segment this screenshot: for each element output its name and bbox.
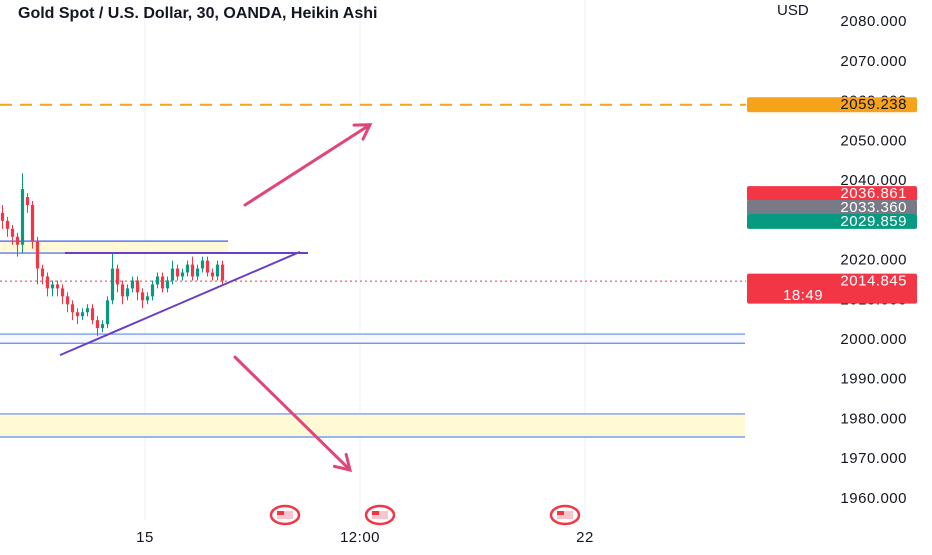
arrow — [243, 123, 373, 207]
candle-body — [205, 260, 210, 273]
candle-body — [115, 268, 120, 285]
candle-body — [130, 280, 135, 289]
price-label-box — [747, 186, 917, 202]
candle-body — [190, 264, 195, 277]
candle-body — [90, 308, 95, 321]
trendline — [59, 250, 301, 357]
candle-body — [10, 228, 15, 237]
zone — [0, 413, 745, 437]
candle-body — [125, 288, 130, 297]
y-tick-label: 2070.000 — [840, 53, 907, 70]
countdown-label: 18:49 — [783, 287, 823, 304]
price-label: 2059.238 — [840, 96, 907, 113]
price-label-box — [747, 213, 917, 229]
candle-body — [150, 284, 155, 297]
candle-body — [0, 212, 5, 221]
zone — [0, 241, 228, 254]
candle-body — [200, 260, 205, 269]
candle-body — [120, 284, 125, 297]
candle-body — [55, 284, 60, 289]
candle-body — [110, 268, 115, 301]
price-label: 2033.360 — [840, 199, 907, 216]
event-icon[interactable] — [364, 504, 396, 526]
candle-body — [155, 276, 160, 285]
candle-body — [75, 312, 80, 317]
y-tick-label: 2080.000 — [840, 13, 907, 30]
candle-body — [65, 296, 70, 305]
y-tick-label: 2040.000 — [840, 172, 907, 189]
x-tick-label: 12:00 — [340, 529, 380, 546]
candle-body — [95, 320, 100, 329]
candle-body — [5, 220, 10, 229]
chart-title: Gold Spot / U.S. Dollar, 30, OANDA, Heik… — [18, 5, 377, 22]
candle-body — [50, 284, 55, 289]
candle-body — [35, 240, 40, 269]
candle-body — [40, 268, 45, 277]
candle-body — [215, 264, 220, 277]
y-tick-label: 1970.000 — [840, 450, 907, 467]
candle-body — [105, 300, 110, 325]
price-label: 2029.859 — [840, 213, 907, 230]
x-tick-label: 22 — [576, 529, 594, 546]
candle-body — [100, 324, 105, 329]
plot-area — [0, 0, 746, 520]
candle-body — [140, 292, 145, 301]
candle-body — [165, 280, 170, 289]
price-label-box — [747, 97, 917, 113]
currency-label: USD — [777, 2, 809, 19]
candle-body — [145, 296, 150, 301]
price-label: 2036.861 — [840, 185, 907, 202]
candle-body — [60, 288, 65, 297]
candle-body — [210, 272, 215, 277]
arrow — [233, 355, 353, 472]
candle-body — [85, 308, 90, 313]
zone — [0, 334, 745, 344]
axis-layer: 15 12:00 22 1960.000 1970.000 1980.000 1990.00… — [136, 13, 917, 546]
candle-body — [220, 264, 225, 281]
price-label: 2014.845 — [840, 273, 907, 290]
candle-body — [25, 197, 30, 205]
y-tick-label: 1990.000 — [840, 371, 907, 388]
price-label-box — [747, 273, 917, 304]
y-tick-label: 1980.000 — [840, 410, 907, 427]
y-tick-label: 2020.000 — [840, 252, 907, 269]
candle-body — [170, 268, 175, 281]
candle-body — [180, 272, 185, 277]
candle-body — [20, 189, 25, 245]
y-tick-label: 2050.000 — [840, 132, 907, 149]
candle-body — [135, 280, 140, 293]
x-tick-label: 15 — [136, 529, 154, 546]
candle-body — [30, 204, 35, 241]
candle-body — [185, 264, 190, 273]
y-tick-label: 2000.000 — [840, 331, 907, 348]
candle-body — [15, 236, 20, 245]
event-icon[interactable] — [549, 504, 581, 526]
candle-body — [160, 276, 165, 289]
candle-body — [195, 268, 200, 277]
candle-body — [45, 276, 50, 289]
candle-body — [80, 312, 85, 317]
y-tick-label: 1960.000 — [840, 490, 907, 507]
candle-body — [175, 268, 180, 277]
event-icon[interactable] — [269, 504, 301, 526]
event-icons — [269, 504, 581, 526]
price-label-box — [747, 200, 917, 216]
candle-body — [70, 304, 75, 313]
